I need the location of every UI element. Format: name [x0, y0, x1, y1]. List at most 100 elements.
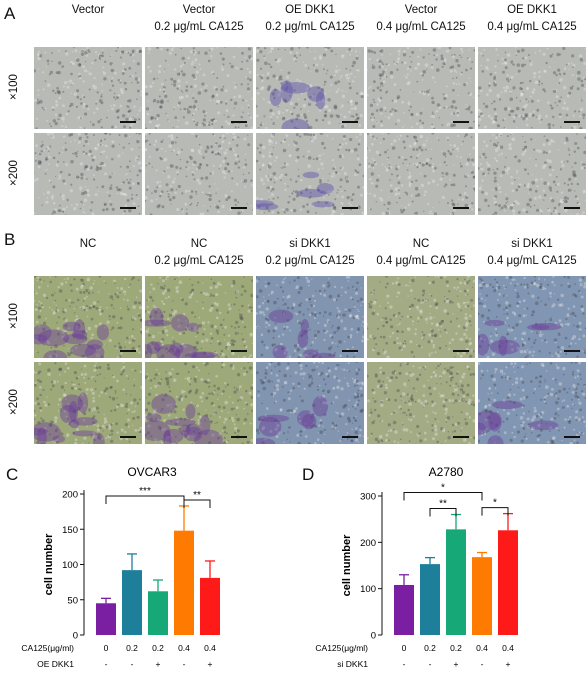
panel-a-letter: A [4, 4, 16, 23]
micrograph-image [256, 133, 364, 215]
micrograph-image [367, 47, 475, 129]
column-header-line2: 0.4 μg/mL CA125 [487, 21, 577, 33]
significance-bracket: ** [429, 499, 457, 517]
y-tick-label: 150 [62, 525, 78, 536]
treatment-row-label: si DKK1 [337, 659, 368, 669]
treatment-row-label: OE DKK1 [37, 659, 74, 669]
panel-b-row-label-2: ×200 [8, 389, 20, 415]
column-header-line2: 0.2 μg/mL CA125 [154, 255, 244, 267]
bracket-line [481, 507, 509, 516]
scale-bar [564, 207, 580, 209]
treatment-value: - [429, 659, 432, 669]
scale-bar [453, 350, 469, 352]
bar [498, 530, 518, 635]
panel-b-column-header-2: NC 0.2 μg/mL CA125 [143, 236, 255, 270]
y-tick-label: 200 [360, 538, 376, 549]
treatment-value: - [183, 659, 186, 669]
treatment-value: + [454, 659, 459, 669]
scale-bar [564, 121, 580, 123]
significance-bracket: * [481, 498, 509, 516]
treatment-value: - [403, 659, 406, 669]
column-header-line2: 0.4 μg/mL CA125 [376, 21, 466, 33]
micrograph-image [367, 362, 475, 444]
treatment-value: 0.4 [204, 643, 216, 653]
scale-bar [342, 350, 358, 352]
treatment-value: - [105, 659, 108, 669]
significance-stars: * [493, 498, 497, 509]
treatment-value: 0.4 [476, 643, 488, 653]
column-header-line2: 0.4 μg/mL CA125 [376, 255, 466, 267]
panel-a-row-label-2: ×200 [8, 160, 20, 186]
treatment-value: - [131, 659, 134, 669]
panel-b-letter: B [4, 230, 16, 249]
micrograph-image [145, 276, 253, 358]
scale-bar [120, 350, 136, 352]
treatment-value: 0 [104, 643, 109, 653]
scale-bar [564, 350, 580, 352]
panel-b-row-label-1: ×100 [8, 303, 20, 329]
significance-bracket: * [403, 483, 483, 501]
treatment-value: 0.4 [178, 643, 190, 653]
y-tick-label: 50 [67, 595, 78, 606]
scale-bar [120, 436, 136, 438]
bracket-line [105, 495, 185, 504]
panel-a-column-header-4: Vector 0.4 μg/mL CA125 [365, 2, 477, 36]
significance-stars: ** [439, 499, 447, 510]
column-header-line1: NC [79, 238, 97, 250]
scale-bar [231, 436, 247, 438]
treatment-value: - [481, 659, 484, 669]
chart-title: OVCAR3 [127, 465, 177, 479]
micrograph-image [34, 47, 142, 129]
column-header-line1: NC [412, 238, 430, 250]
significance-bracket: *** [105, 486, 185, 504]
column-header-line1: Vector [71, 4, 105, 16]
significance-bracket: ** [183, 490, 211, 508]
micrograph-image [145, 362, 253, 444]
column-header-line1: NC [190, 238, 208, 250]
micrograph-image [256, 362, 364, 444]
panel-c-letter: C [6, 465, 19, 484]
scale-bar [231, 121, 247, 123]
treatment-value: 0.4 [502, 643, 514, 653]
micrograph-image [256, 276, 364, 358]
treatment-value: + [208, 659, 213, 669]
column-header-line2: 0.2 μg/mL CA125 [154, 21, 244, 33]
bar [420, 564, 440, 635]
micrograph-image [34, 276, 142, 358]
bracket-line [429, 508, 457, 517]
scale-bar [453, 121, 469, 123]
micrograph-image [34, 362, 142, 444]
significance-stars: * [441, 483, 445, 494]
scale-bar [342, 436, 358, 438]
column-header-line1: Vector [404, 4, 438, 16]
y-tick-label: 100 [360, 584, 376, 595]
y-tick-label: 200 [62, 490, 78, 501]
treatment-row-label: CA125(μg/ml) [21, 643, 74, 653]
scale-bar [453, 436, 469, 438]
column-header-line2: 0.2 μg/mL CA125 [265, 255, 355, 267]
bar [472, 557, 492, 635]
y-tick-label: 300 [360, 492, 376, 503]
column-header-line2 [32, 253, 144, 270]
treatment-value: + [506, 659, 511, 669]
panel-a-column-header-3: OE DKK1 0.2 μg/mL CA125 [254, 2, 366, 36]
panel-b-column-header-3: si DKK1 0.2 μg/mL CA125 [254, 236, 366, 270]
bar [148, 591, 168, 635]
micrograph-image [478, 276, 586, 358]
panel-d-letter: D [302, 465, 315, 484]
bar [122, 570, 142, 635]
panel-a-column-header-5: OE DKK1 0.4 μg/mL CA125 [476, 2, 586, 36]
bar [200, 577, 220, 635]
treatment-value: 0.2 [424, 643, 436, 653]
significance-stars: *** [139, 486, 151, 497]
micrograph-image [367, 133, 475, 215]
treatment-row-label: CA125(μg/ml) [315, 643, 368, 653]
panel-a-column-header-1: Vector [32, 2, 144, 36]
y-axis-label: cell number [43, 533, 55, 595]
treatment-value: 0.2 [126, 643, 138, 653]
significance-stars: ** [193, 490, 201, 501]
bar [394, 584, 414, 635]
column-header-line2: 0.2 μg/mL CA125 [265, 21, 355, 33]
treatment-value: 0 [402, 643, 407, 653]
